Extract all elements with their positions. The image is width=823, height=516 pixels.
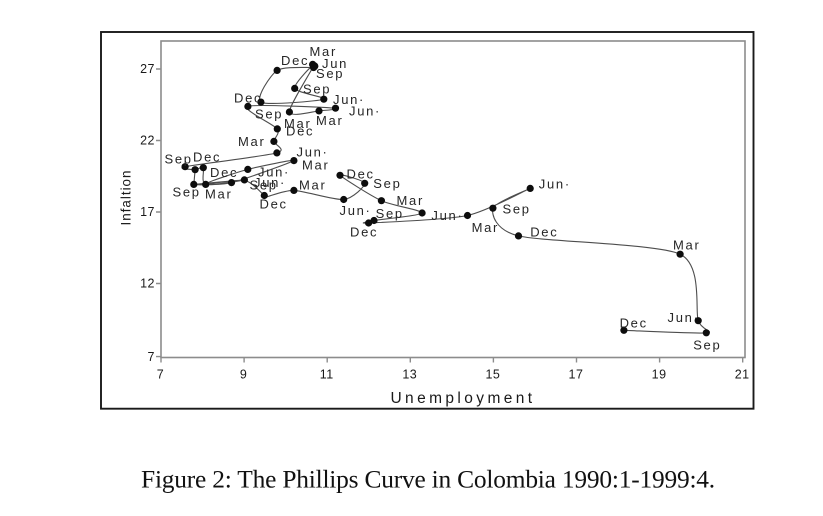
svg-text:Dec: Dec [286, 124, 314, 139]
svg-text:Dec: Dec [193, 150, 221, 165]
svg-text:Dec: Dec [281, 53, 309, 68]
svg-text:Mar: Mar [310, 44, 338, 59]
svg-text:Sep: Sep [376, 206, 404, 221]
svg-text:21: 21 [735, 368, 750, 382]
svg-text:Sep: Sep [250, 178, 278, 193]
svg-text:Mar: Mar [472, 220, 500, 235]
svg-text:Dec: Dec [620, 316, 648, 331]
svg-text:Sep: Sep [165, 152, 193, 167]
svg-text:Dec: Dec [260, 197, 288, 212]
svg-text:Mar: Mar [238, 134, 266, 149]
svg-text:12: 12 [140, 277, 155, 291]
svg-text:22: 22 [140, 134, 155, 148]
svg-text:Unemployment: Unemployment [390, 390, 535, 407]
svg-text:9: 9 [240, 368, 247, 382]
svg-text:Jun·: Jun· [668, 310, 700, 325]
svg-text:Dec: Dec [347, 167, 375, 182]
svg-text:Sep: Sep [373, 176, 401, 191]
svg-text:Jun·: Jun· [539, 177, 571, 192]
svg-text:Mar: Mar [302, 158, 330, 173]
svg-text:15: 15 [485, 368, 500, 382]
svg-text:Jun·: Jun· [297, 145, 329, 160]
svg-text:Mar: Mar [316, 113, 344, 128]
svg-text:Sep: Sep [173, 185, 201, 200]
svg-text:Jun·: Jun· [254, 175, 286, 190]
svg-text:Jun: Jun [322, 56, 348, 71]
svg-text:Jun·: Jun· [340, 203, 372, 218]
svg-text:13: 13 [402, 368, 417, 382]
svg-text:Sep: Sep [316, 66, 344, 81]
svg-text:Mar: Mar [284, 116, 312, 131]
svg-text:Jun·: Jun· [349, 104, 381, 119]
svg-text:7: 7 [148, 350, 155, 364]
svg-text:Figure 2: The Phillips Curve i: Figure 2: The Phillips Curve in Colombia… [141, 466, 715, 494]
svg-text:Sep: Sep [693, 338, 721, 353]
svg-text:Jun·: Jun· [333, 92, 365, 107]
svg-text:19: 19 [652, 368, 667, 382]
svg-text:Jun·: Jun· [431, 208, 463, 223]
svg-text:Sep: Sep [503, 202, 531, 217]
svg-text:Dec: Dec [234, 91, 262, 106]
svg-text:Sep: Sep [255, 107, 283, 122]
svg-text:Sep: Sep [303, 82, 331, 97]
svg-text:17: 17 [140, 205, 155, 219]
svg-text:Jun·: Jun· [258, 165, 290, 180]
svg-text:Dec: Dec [210, 165, 238, 180]
svg-text:7: 7 [157, 368, 164, 382]
svg-text:Dec: Dec [350, 225, 378, 240]
svg-text:Mar: Mar [205, 187, 233, 202]
svg-text:27: 27 [140, 62, 155, 76]
svg-text:Mar: Mar [673, 238, 701, 253]
svg-text:11: 11 [320, 368, 334, 382]
svg-text:Dec: Dec [530, 225, 558, 240]
svg-text:Infaltion: Infaltion [119, 170, 134, 226]
svg-text:Mar: Mar [299, 178, 327, 193]
svg-text:Mar: Mar [397, 193, 425, 208]
svg-text:17: 17 [569, 368, 584, 382]
